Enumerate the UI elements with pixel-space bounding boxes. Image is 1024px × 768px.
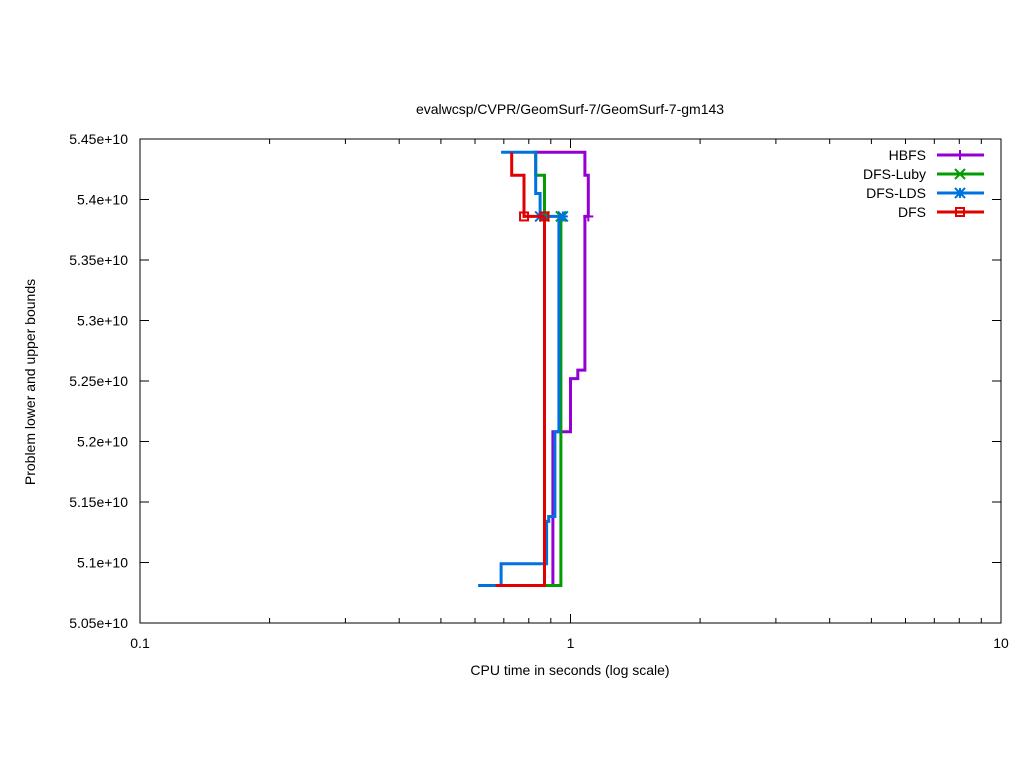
- plot-frame: [139, 138, 1002, 624]
- y-tick-label: 5.35e+10: [69, 252, 128, 268]
- y-axis-label: Problem lower and upper bounds: [22, 279, 38, 485]
- y-tick-label: 5.05e+10: [69, 615, 128, 631]
- series-dfs-upper-line: [510, 152, 545, 218]
- x-tick-label: 1: [567, 635, 575, 651]
- legend-marker: [955, 150, 965, 160]
- legend-label: DFS-LDS: [866, 185, 926, 201]
- legend-label: HBFS: [889, 147, 926, 163]
- series-dfs-point: [519, 211, 530, 222]
- series-dfs-lds-point: [557, 210, 569, 223]
- series-dfs-point: [539, 211, 550, 222]
- series-hbfs-upper-line: [535, 150, 590, 217]
- series-dfs-lds-lower-line: [478, 214, 563, 587]
- x-tick-label: 10: [993, 635, 1009, 651]
- y-tick-label: 5.4e+10: [77, 192, 128, 208]
- y-tick-label: 5.25e+10: [69, 373, 128, 389]
- chart-title: evalwcsp/CVPR/GeomSurf-7/GeomSurf-7-gm14…: [416, 101, 724, 117]
- axis-ticks: 5.05e+10 5.1e+10 5.15e+10 5.2e+10 5.25e+10 5.…: [69, 131, 1009, 651]
- legend-label: DFS-Luby: [863, 166, 926, 182]
- y-tick-label: 5.3e+10: [77, 313, 128, 329]
- legend-label: DFS: [898, 204, 926, 220]
- series-hbfs-point: [583, 211, 594, 222]
- y-tick-label: 5.15e+10: [69, 494, 128, 510]
- legend-marker: [954, 187, 966, 199]
- y-tick-label: 5.45e+10: [69, 131, 128, 147]
- legend-marker: [954, 168, 966, 180]
- x-tick-label: 0.1: [130, 635, 150, 651]
- series-hbfs-lower-line: [533, 214, 589, 587]
- legend: HBFS DFS-Luby DFS-LDS DFS: [863, 147, 984, 220]
- series-dfs-lower-line: [495, 216, 546, 587]
- legend-marker: [955, 207, 965, 217]
- y-tick-label: 5.1e+10: [77, 555, 128, 571]
- x-axis-label: CPU time in seconds (log scale): [470, 662, 669, 678]
- y-tick-label: 5.2e+10: [77, 434, 128, 450]
- plot-area: [478, 150, 594, 587]
